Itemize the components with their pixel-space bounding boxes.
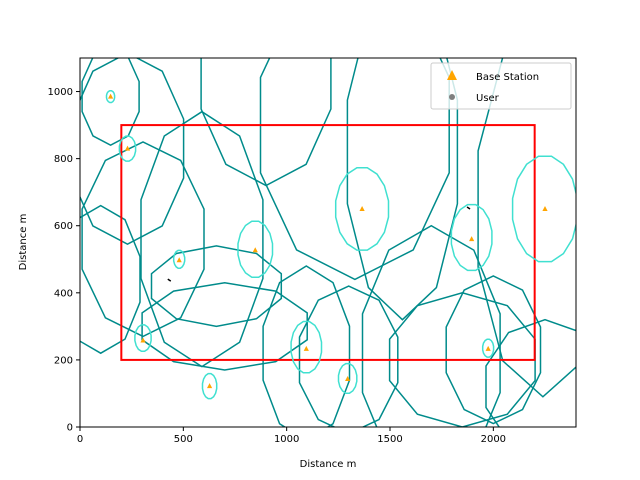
large-coverage-boundary — [259, 58, 450, 281]
user-marker — [466, 206, 471, 210]
large-coverage-boundary — [361, 224, 501, 427]
y-axis: 0 200 400 600 800 1000 — [48, 87, 80, 434]
base-station-marker — [359, 205, 365, 211]
y-tick-label: 400 — [54, 288, 73, 299]
plot-area — [80, 58, 576, 427]
large-coverage-boundary — [262, 265, 351, 427]
small-coverage-layer — [105, 89, 576, 400]
small-coverage-boundary — [237, 220, 274, 278]
legend-label-user: User — [476, 93, 500, 104]
large-coverage-boundary — [346, 58, 459, 321]
legend-triangle-icon — [447, 70, 457, 80]
large-coverage-boundary — [81, 141, 205, 338]
legend-label-base-station: Base Station — [476, 72, 539, 83]
y-tick-label: 0 — [67, 423, 73, 434]
target-region-layer — [120, 124, 536, 361]
small-coverage-boundary — [118, 135, 137, 162]
y-tick-label: 200 — [54, 355, 73, 366]
x-tick-label: 0 — [77, 434, 83, 445]
large-coverage-boundary — [80, 58, 185, 246]
x-axis: 0 500 1000 1500 2000 — [77, 427, 506, 445]
base-station-marker — [206, 383, 213, 389]
user-layer — [167, 206, 471, 282]
large-coverage-boundary — [477, 58, 576, 398]
y-tick-label: 800 — [54, 154, 73, 165]
y-tick-label: 600 — [54, 221, 73, 232]
small-coverage-boundary — [481, 338, 495, 358]
large-coverage-boundary — [80, 204, 141, 355]
small-coverage-boundary — [105, 89, 116, 104]
small-coverage-boundary — [201, 372, 218, 400]
small-coverage-boundary — [290, 320, 323, 374]
x-tick-label: 2000 — [481, 434, 506, 445]
large-coverage-layer — [80, 58, 576, 427]
y-tick-label: 1000 — [48, 87, 73, 98]
base-station-marker — [124, 145, 131, 151]
small-coverage-boundary — [334, 167, 390, 251]
y-axis-title: Distance m — [18, 214, 29, 271]
large-coverage-boundary — [200, 58, 332, 187]
small-coverage-boundary — [511, 155, 576, 263]
large-coverage-boundary — [298, 285, 399, 427]
x-tick-label: 1500 — [377, 434, 402, 445]
small-coverage-boundary — [134, 324, 152, 353]
target-region-rectangle — [120, 124, 536, 361]
base-station-marker — [345, 376, 351, 382]
base-station-marker — [542, 205, 548, 211]
large-coverage-boundary — [388, 292, 536, 427]
x-axis-title: Distance m — [300, 459, 357, 470]
x-tick-label: 1000 — [274, 434, 299, 445]
legend: Base Station User — [430, 62, 572, 110]
base-station-marker — [303, 345, 309, 351]
large-coverage-boundary — [150, 245, 283, 328]
base-station-marker — [107, 93, 114, 99]
small-coverage-boundary — [337, 362, 358, 394]
small-coverage-boundary — [172, 249, 186, 269]
legend-box — [430, 62, 572, 110]
base-station-marker — [469, 236, 475, 242]
base-station-marker — [485, 345, 491, 351]
large-coverage-boundary — [81, 58, 140, 147]
base-station-marker — [140, 337, 146, 343]
small-coverage-boundary — [450, 203, 493, 272]
large-coverage-boundary — [485, 318, 576, 427]
legend-circle-icon — [449, 94, 455, 100]
base-station-marker — [252, 247, 258, 253]
user-marker — [167, 278, 172, 282]
large-coverage-boundary — [445, 275, 542, 425]
base-station-layer — [107, 93, 548, 389]
x-tick-label: 500 — [174, 434, 193, 445]
base-station-marker — [176, 257, 182, 263]
plot-frame — [79, 57, 577, 428]
